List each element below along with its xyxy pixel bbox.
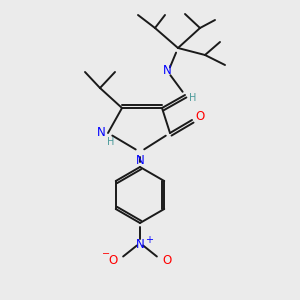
Text: O: O xyxy=(162,254,172,266)
Text: H: H xyxy=(189,93,197,103)
Text: O: O xyxy=(195,110,205,124)
Text: −: − xyxy=(102,249,110,259)
Text: N: N xyxy=(136,238,144,251)
Text: H: H xyxy=(107,137,115,147)
Text: +: + xyxy=(145,235,153,245)
Text: N: N xyxy=(97,127,105,140)
Text: O: O xyxy=(108,254,118,266)
Text: N: N xyxy=(163,64,171,77)
Text: N: N xyxy=(136,154,144,167)
